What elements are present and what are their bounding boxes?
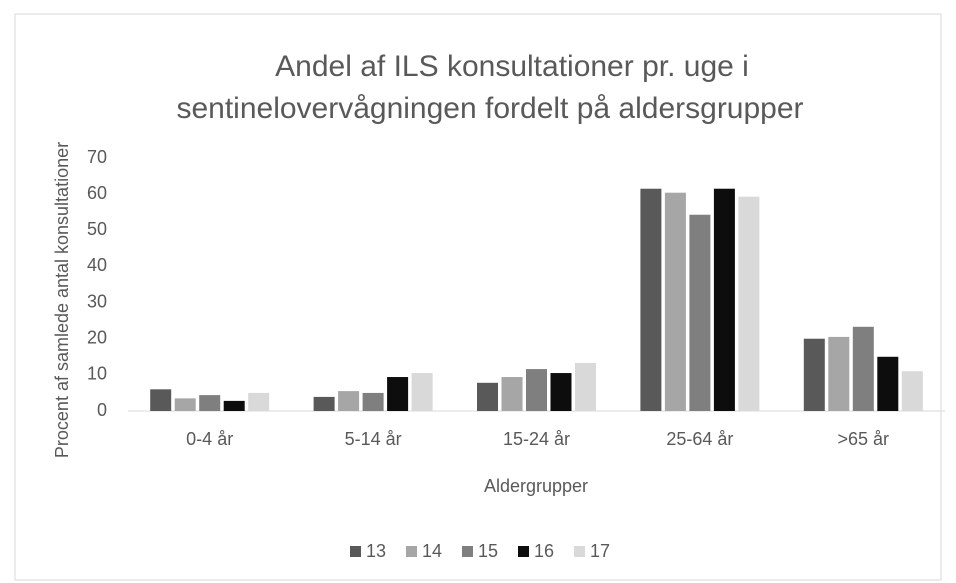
- bar: [387, 377, 409, 411]
- bar: [338, 391, 360, 411]
- bar: [550, 373, 572, 411]
- bar: [411, 373, 433, 411]
- bar: [150, 389, 172, 411]
- bar: [803, 338, 825, 411]
- legend-swatch: [350, 546, 361, 557]
- bar: [575, 362, 596, 411]
- bar: [738, 196, 760, 411]
- legend-label: 13: [366, 541, 386, 561]
- x-tick-label: 25-64 år: [666, 429, 733, 449]
- bar: [223, 400, 245, 411]
- chart-frame: [14, 13, 942, 581]
- bar: [689, 214, 711, 411]
- bar: [713, 188, 735, 411]
- x-tick-label: 0-4 år: [186, 429, 233, 449]
- bar: [362, 392, 384, 411]
- y-tick-label: 10: [87, 364, 107, 384]
- bar: [901, 371, 923, 411]
- chart-title: Andel af ILS konsultationer pr. uge i: [275, 50, 749, 83]
- legend-label: 17: [590, 541, 610, 561]
- bar: [477, 382, 498, 411]
- y-tick-label: 60: [87, 183, 107, 203]
- legend-swatch: [462, 546, 473, 557]
- legend-label: 14: [422, 541, 442, 561]
- legend-swatch: [406, 546, 417, 557]
- chart-title: sentinelovervågningen fordelt på aldersg…: [176, 92, 803, 125]
- bar: [877, 356, 899, 411]
- legend-swatch: [518, 546, 529, 557]
- bar: [501, 377, 523, 411]
- legend-swatch: [574, 546, 585, 557]
- bar: [640, 188, 662, 411]
- bar: [828, 336, 850, 411]
- x-tick-label: 15-24 år: [503, 429, 570, 449]
- bar: [664, 192, 686, 411]
- y-tick-label: 50: [87, 219, 107, 239]
- bar: [174, 398, 196, 411]
- y-tick-label: 0: [97, 400, 107, 420]
- bar: [313, 396, 335, 411]
- x-tick-label: >65 år: [838, 429, 890, 449]
- x-axis-label: Aldergrupper: [484, 476, 588, 496]
- y-axis-label: Procent af samlede antal konsultationer: [52, 142, 72, 458]
- bar: [199, 395, 221, 411]
- y-tick-label: 30: [87, 291, 107, 311]
- legend-label: 15: [478, 541, 498, 561]
- bar: [248, 392, 270, 411]
- bar: [526, 369, 547, 411]
- y-tick-label: 20: [87, 327, 107, 347]
- y-tick-label: 70: [87, 147, 107, 167]
- bar: [852, 326, 874, 411]
- legend-label: 16: [534, 541, 554, 561]
- y-tick-label: 40: [87, 255, 107, 275]
- x-tick-label: 5-14 år: [345, 429, 402, 449]
